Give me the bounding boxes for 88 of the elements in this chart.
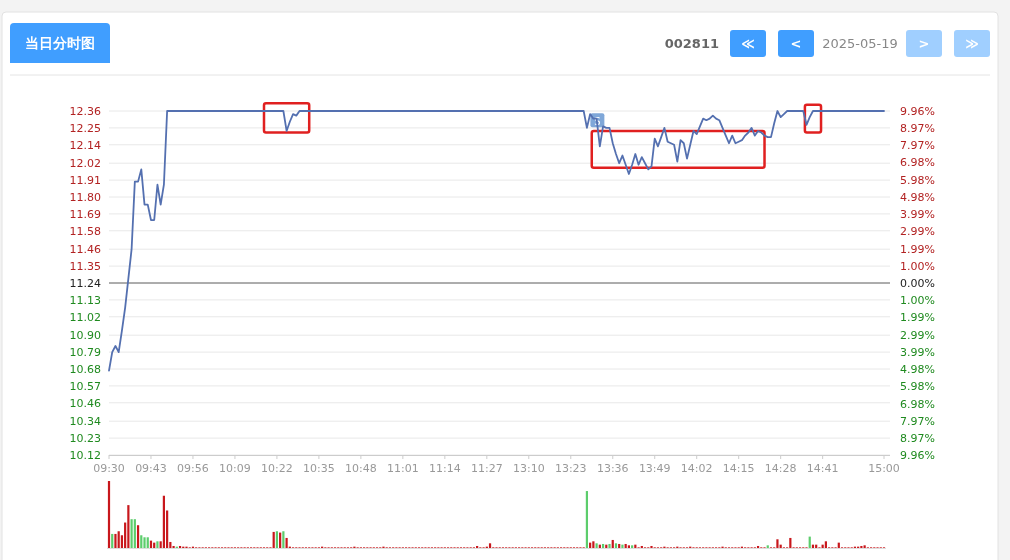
bar xyxy=(136,525,140,548)
bar xyxy=(107,481,111,548)
text: ≪ xyxy=(741,36,755,51)
x-tick-label: 09:43 xyxy=(135,462,167,475)
y-tick-label: 11.24 xyxy=(69,277,101,290)
x-tick-label: 09:30 xyxy=(93,462,125,475)
y2-tick-label: 1.00% xyxy=(900,294,935,308)
text: 002811 xyxy=(664,36,719,51)
y-tick-label: 10.12 xyxy=(69,449,101,462)
y2-tick-label: 9.96% xyxy=(900,105,935,118)
x-tick-label: 11:14 xyxy=(428,462,461,475)
y-tick-label: 10.57 xyxy=(69,379,101,393)
y2-tick-label: 1.99% xyxy=(900,311,935,325)
y2-tick-label: 1.99% xyxy=(900,242,935,256)
y2-tick-label: 2.99% xyxy=(900,225,935,239)
bar xyxy=(140,535,143,548)
y-tick-label: 11.91 xyxy=(69,174,101,188)
y2-tick-label: 4.98% xyxy=(900,363,935,376)
bar xyxy=(178,545,182,548)
y2-tick-label: 6.98% xyxy=(900,397,935,411)
x-tick-label: 11:27 xyxy=(470,462,503,475)
text: ≫ xyxy=(965,36,979,51)
y2-tick-label: 5.98% xyxy=(900,173,935,187)
bar xyxy=(133,519,136,548)
bar xyxy=(127,505,130,548)
y-tick-label: 11.69 xyxy=(69,207,101,221)
y-tick-label: 11.80 xyxy=(69,191,101,204)
bar xyxy=(776,539,779,548)
y-tick-label: 11.35 xyxy=(69,260,101,274)
chart-title: 当日分时图 xyxy=(25,35,95,51)
y-tick-label: 10.90 xyxy=(69,329,101,343)
y2-tick-label: 1.00% xyxy=(900,259,935,273)
x-tick-label: 15:00 xyxy=(868,462,900,475)
bar xyxy=(143,537,146,548)
y-tick-label: 10.23 xyxy=(69,432,101,446)
bar xyxy=(789,537,792,548)
y2-tick-label: 7.97% xyxy=(900,139,935,153)
x-tick-label: 14:02 xyxy=(680,462,713,475)
x-tick-label: 13:10 xyxy=(512,462,545,475)
y-tick-label: 12.25 xyxy=(69,121,101,135)
x-tick-label: 09:56 xyxy=(177,462,209,475)
bar xyxy=(146,537,149,548)
y2-tick-label: 8.97% xyxy=(900,122,935,136)
y-tick-label: 11.58 xyxy=(69,224,101,238)
y-tick-label: 11.13 xyxy=(69,293,101,307)
bar xyxy=(130,519,133,548)
y-tick-label: 10.34 xyxy=(69,415,101,429)
bar xyxy=(117,531,120,548)
bar xyxy=(585,491,589,548)
bar xyxy=(285,537,288,548)
y2-tick-label: 3.99% xyxy=(900,345,935,359)
y2-tick-label: 3.99% xyxy=(900,208,935,222)
x-tick-label: 13:49 xyxy=(638,462,671,475)
y-tick-label: 12.36 xyxy=(69,105,101,118)
x-tick-label: 14:41 xyxy=(806,462,839,475)
x-tick-label: 14:28 xyxy=(764,462,797,475)
y2-tick-label: 7.97% xyxy=(900,414,935,428)
y2-tick-label: 4.98% xyxy=(900,191,935,204)
x-tick-label: 13:23 xyxy=(554,462,587,475)
x-tick-label: 10:35 xyxy=(303,462,335,475)
y-tick-label: 10.68 xyxy=(69,363,101,376)
x-tick-label: 13:36 xyxy=(596,462,629,475)
line-series xyxy=(108,110,885,372)
x-tick-label: 10:48 xyxy=(345,462,377,475)
bar xyxy=(275,531,279,548)
x-tick-label: 11:01 xyxy=(387,462,419,475)
y-tick-label: 11.02 xyxy=(69,310,101,324)
y-tick-label: 10.46 xyxy=(69,396,101,410)
x-tick-label: 10:09 xyxy=(219,462,251,475)
y2-tick-label: 2.99% xyxy=(900,328,935,342)
text: > xyxy=(918,36,930,51)
y2-tick-label: 9.96% xyxy=(900,449,935,462)
chart-subtitle: 2025-05-19 xyxy=(822,36,898,51)
bar xyxy=(162,495,165,548)
y-tick-label: 12.14 xyxy=(69,138,101,152)
x-tick-label: 14:15 xyxy=(722,462,755,475)
y2-tick-label: 5.98% xyxy=(900,380,935,394)
y2-tick-label: 6.98% xyxy=(900,156,935,170)
bar xyxy=(488,543,492,548)
y-tick-label: 12.02 xyxy=(69,157,101,171)
y-tick-label: 11.46 xyxy=(69,243,101,257)
y-tick-label: 10.79 xyxy=(69,346,101,360)
x-tick-label: 10:22 xyxy=(261,462,293,475)
bar xyxy=(614,543,618,548)
y2-tick-label: 0.00% xyxy=(900,277,935,290)
y2-tick-label: 8.97% xyxy=(900,431,935,445)
bar xyxy=(756,545,760,548)
text: < xyxy=(790,36,802,51)
